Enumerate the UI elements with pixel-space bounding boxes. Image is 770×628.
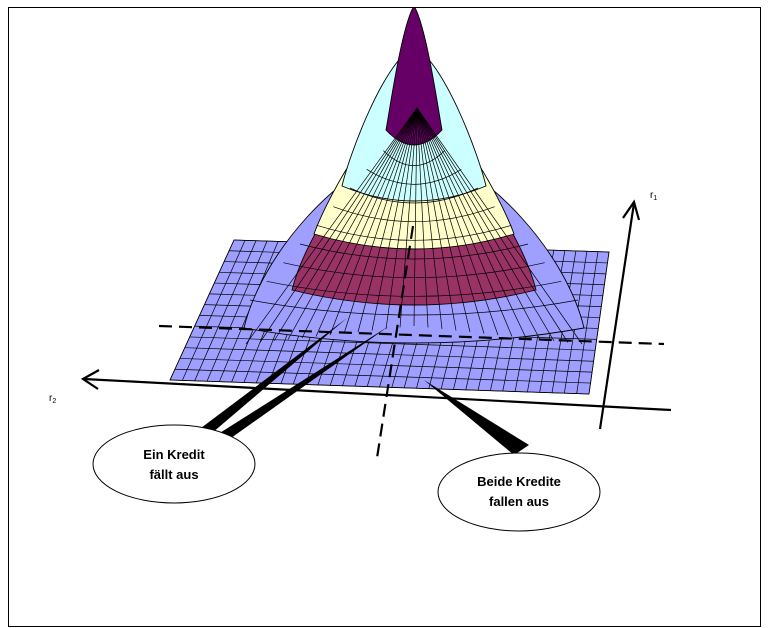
peak-grid-line: [259, 107, 418, 343]
base-grid-line: [588, 251, 610, 395]
peak-grid-line: [416, 107, 457, 331]
peak-grid-line: [385, 107, 418, 330]
peak-grid-line: [416, 107, 499, 336]
callout-bubble-both-default: [437, 452, 601, 532]
base-grid-line: [169, 379, 590, 395]
base-grid-line: [576, 251, 599, 394]
peak-grid-line: [416, 107, 583, 345]
base-grid-line: [189, 336, 596, 351]
peak-grid-line: [371, 107, 418, 331]
peak-grid-line: [416, 107, 443, 330]
threshold-line-horizontal: [158, 324, 665, 346]
peak-contour-line: [366, 169, 462, 185]
r2-axis-arrowhead: [80, 369, 100, 390]
peak-contour-line: [316, 224, 512, 241]
peak-grid-line: [413, 107, 418, 327]
peak-grid-line: [416, 107, 527, 339]
peak-grid-line: [416, 107, 513, 337]
peak-grid-line: [416, 107, 429, 328]
peak-grid-line: [245, 107, 418, 345]
callout-one-default-line1: Ein Kredit: [143, 447, 205, 462]
r2-axis-line: [83, 377, 672, 412]
bivariate-distribution-figure: r2 r1 Ein Kredit fällt aus Beide Kredite…: [49, 8, 672, 532]
base-grid-line: [184, 347, 594, 362]
peak-grid-line: [273, 107, 418, 342]
figure-frame: r2 r1 Ein Kredit fällt aus Beide Kredite…: [8, 7, 761, 627]
peak-grid-line: [416, 107, 541, 340]
callout-both-default-line2: fallen aus: [489, 494, 549, 509]
base-grid-line: [206, 240, 268, 382]
callout-pointer-one-a: [201, 318, 347, 433]
callout-both-default-line1: Beide Kredite: [477, 474, 561, 489]
r2-axis-label: r2: [49, 393, 56, 405]
r1-axis-line: [598, 202, 636, 430]
r1-axis-arrowhead: [622, 199, 641, 221]
peak-grid-line: [416, 107, 569, 343]
base-grid-line: [194, 240, 257, 381]
peak-grid-line: [416, 107, 485, 334]
base-grid-line: [182, 240, 246, 381]
peak-contour-line: [299, 243, 529, 260]
peak-mesh: [243, 8, 585, 345]
callout-one-default-line2: fällt aus: [149, 467, 198, 482]
peak-grid-line: [287, 107, 418, 340]
peak-contour-line: [349, 187, 479, 204]
peak-grid-line: [343, 107, 418, 334]
peak-grid-line: [416, 107, 555, 342]
peak-contour-line: [266, 280, 562, 297]
peak-grid-line: [301, 107, 418, 339]
peak-grid-line: [329, 107, 418, 336]
base-grid-line: [174, 368, 591, 384]
peak-contour-line: [333, 206, 495, 222]
base-grid-line: [179, 358, 593, 373]
callout-pointer-both: [424, 380, 529, 455]
callout-bubble-one-default: [92, 424, 256, 504]
base-grid-line: [169, 239, 235, 381]
peak-contour-line: [383, 150, 445, 166]
r1-axis-label: r1: [650, 190, 657, 202]
callout-pointer-one-b: [215, 326, 389, 438]
peak-contour-line: [283, 262, 545, 278]
peak-grid-line: [315, 107, 418, 337]
peak-band-4: [385, 8, 443, 146]
peak-contour-line: [249, 299, 579, 316]
